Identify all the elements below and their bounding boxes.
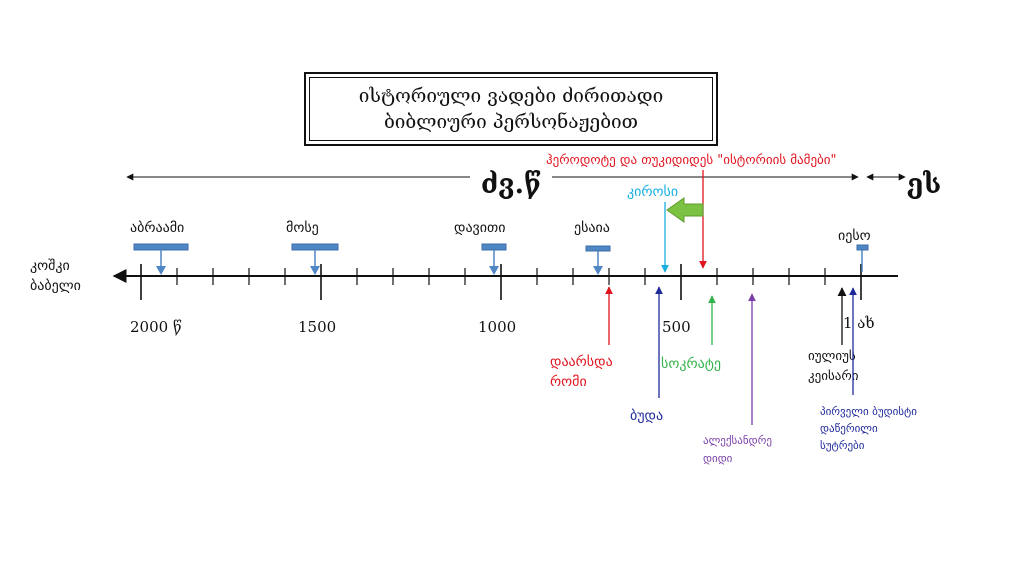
event-cyrus: კიროსი <box>627 183 678 200</box>
david-marker <box>481 243 507 275</box>
green-left-arrow <box>666 197 704 223</box>
tower-of-babel-label-1: კოშკი <box>30 258 70 274</box>
event-rome-line-2: რომი <box>550 373 587 390</box>
event-buddha: ბუდა <box>630 408 663 424</box>
event-sutras-line-1: პირველი ბუდისტი <box>820 405 917 418</box>
event-caesar-line-1: იულიუს <box>808 349 856 364</box>
event-alexander-line-1: ალექსანდრე <box>703 434 772 447</box>
year-label-500: 500 <box>662 318 691 336</box>
abraham-marker <box>133 243 189 275</box>
event-herodotus-thucydides: ჰეროდოტე და თუკიდიდეს "ისტორიის მამები" <box>546 153 837 168</box>
event-caesar-line-2: კეისარი <box>808 369 859 384</box>
event-socrates: სოკრატე <box>661 355 721 372</box>
year-label-1500: 1500 <box>298 318 336 336</box>
year-label-1000: 1000 <box>478 318 516 336</box>
bce-era-label: ძვ.წ <box>481 169 541 200</box>
moses-marker <box>291 243 339 275</box>
title-line-1: ისტორიული ვადები ძირითადი <box>358 85 664 107</box>
isaiah-marker <box>585 245 611 275</box>
timeline-ticks <box>140 264 862 300</box>
ce-era-label: ეს <box>907 169 942 200</box>
event-rome-line-1: დაარსდა <box>550 353 613 370</box>
title-line-2: ბიბლიური პერსონაჟებით <box>383 111 639 133</box>
event-alexander-line-2: დიდი <box>703 452 733 465</box>
figure-abraham: აბრაამი <box>130 219 184 236</box>
event-sutras-line-2: დაწერილი <box>820 422 878 435</box>
figure-jesus: იესო <box>838 228 871 244</box>
diagram-title: ისტორიული ვადები ძირითადი ბიბლიური პერსო… <box>304 72 718 146</box>
event-sutras-line-3: სუტრები <box>820 439 865 452</box>
figure-moses: მოსე <box>286 220 319 236</box>
tower-of-babel-label-2: ბაბელი <box>30 278 81 294</box>
year-label-2000: 2000 წ <box>130 318 182 336</box>
figure-isaiah: ესაია <box>574 220 610 236</box>
year-label-1-ce: 1 ახ <box>843 314 875 332</box>
jesus-marker <box>856 244 869 272</box>
figure-david: დავითი <box>454 220 505 236</box>
